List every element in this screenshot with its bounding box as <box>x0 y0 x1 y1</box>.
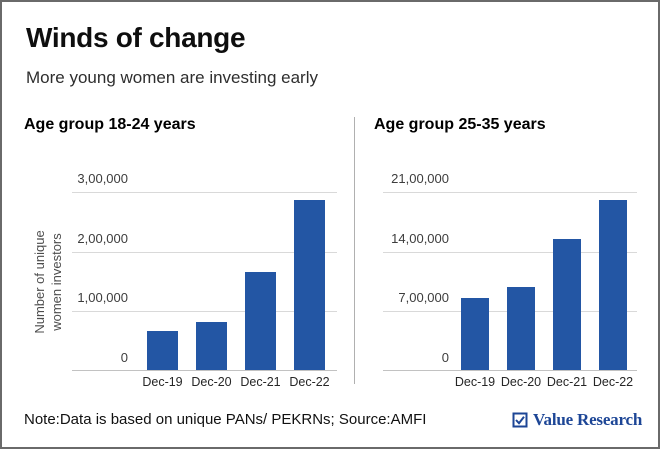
bar-Dec-19 <box>147 331 178 370</box>
gridline <box>72 370 337 371</box>
vertical-divider <box>354 117 355 384</box>
gridline <box>383 252 637 253</box>
x-tick-label: Dec-21 <box>546 375 588 389</box>
bar-chart-25-35: 21,00,000 14,00,000 7,00,000 0 Dec-19 Dec-20 D… <box>383 171 637 389</box>
bar-Dec-21 <box>553 239 581 370</box>
checkbox-check-icon <box>512 412 528 428</box>
x-tick-label: Dec-20 <box>191 375 232 389</box>
value-research-logo: Value Research <box>512 410 642 430</box>
x-tick-label: Dec-19 <box>142 375 183 389</box>
bar-Dec-20 <box>507 287 535 370</box>
bar-Dec-21 <box>245 272 276 370</box>
chart-heading-25-35: Age group 25-35 years <box>374 116 546 133</box>
page-title: Winds of change <box>26 22 246 53</box>
y-tick-label: 21,00,000 <box>391 171 449 186</box>
x-tick-label: Dec-22 <box>592 375 634 389</box>
gridline <box>383 192 637 193</box>
bar-Dec-22 <box>294 200 325 370</box>
source-note: Note:Data is based on unique PANs/ PEKRN… <box>24 411 427 428</box>
y-tick-label: 0 <box>441 350 449 365</box>
y-axis-title: Number of unique women investors <box>31 230 65 333</box>
bar-Dec-22 <box>599 200 627 370</box>
gridline <box>72 192 337 193</box>
chart-heading-18-24: Age group 18-24 years <box>24 116 196 133</box>
x-tick-label: Dec-22 <box>289 375 330 389</box>
y-axis-title-line2: women investors <box>49 233 64 331</box>
bar-Dec-19 <box>461 298 489 370</box>
bar-chart-18-24: 3,00,000 2,00,000 1,00,000 0 Dec-19 Dec-20 Dec… <box>72 171 337 389</box>
y-tick-label: 2,00,000 <box>77 231 128 246</box>
gridline <box>383 370 637 371</box>
x-tick-label: Dec-21 <box>240 375 281 389</box>
y-tick-label: 14,00,000 <box>391 231 449 246</box>
y-tick-label: 7,00,000 <box>398 290 449 305</box>
brand-wordmark: Value Research <box>533 410 643 429</box>
bar-Dec-20 <box>196 322 227 370</box>
y-axis-title-line1: Number of unique <box>32 230 47 334</box>
x-tick-label: Dec-19 <box>454 375 496 389</box>
y-tick-label: 1,00,000 <box>77 290 128 305</box>
x-tick-label: Dec-20 <box>500 375 542 389</box>
y-tick-label: 3,00,000 <box>77 171 128 186</box>
gridline <box>72 311 337 312</box>
page-subtitle: More young women are investing early <box>26 68 318 87</box>
y-tick-label: 0 <box>120 350 128 365</box>
gridline <box>72 252 337 253</box>
